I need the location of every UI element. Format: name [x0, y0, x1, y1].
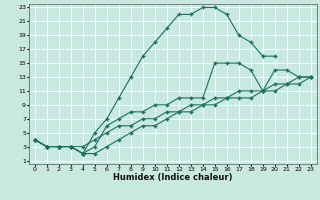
X-axis label: Humidex (Indice chaleur): Humidex (Indice chaleur) — [113, 173, 233, 182]
